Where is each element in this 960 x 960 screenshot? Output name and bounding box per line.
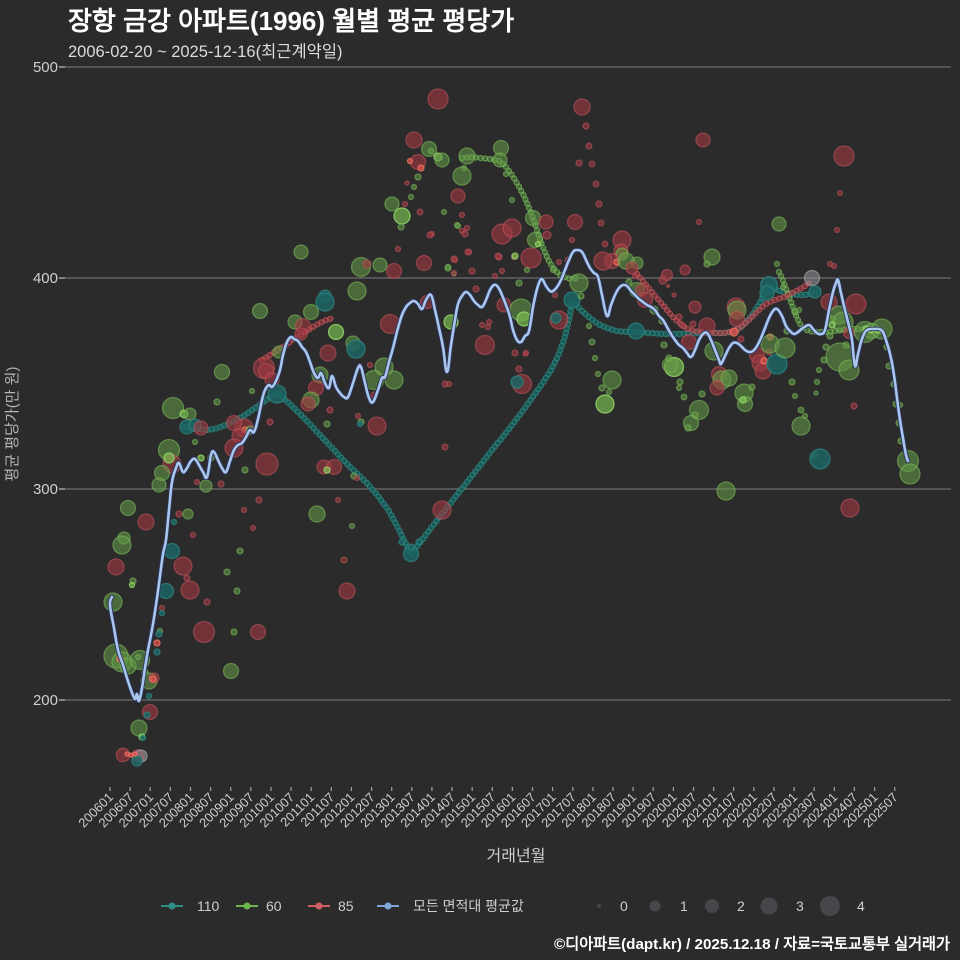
- svg-text:©디아파트(dapt.kr) / 2025.12.18 /: ©디아파트(dapt.kr) / 2025.12.18 / 자료=국토교통부 실…: [554, 936, 950, 953]
- svg-text:2: 2: [737, 898, 745, 914]
- svg-text:200: 200: [33, 692, 58, 709]
- svg-text:85: 85: [338, 898, 354, 914]
- svg-text:1: 1: [680, 898, 688, 914]
- svg-text:모든 면적대 평균값: 모든 면적대 평균값: [413, 898, 524, 914]
- svg-text:3: 3: [796, 898, 804, 914]
- svg-text:300: 300: [33, 481, 58, 498]
- svg-text:장항 금강 아파트(1996) 월별 평균 평당가: 장항 금강 아파트(1996) 월별 평균 평당가: [68, 6, 514, 36]
- svg-text:0: 0: [620, 898, 628, 914]
- svg-text:60: 60: [266, 898, 282, 914]
- svg-text:평균 평당가(만 원): 평균 평당가(만 원): [4, 367, 21, 482]
- svg-text:2006-02-20 ~ 2025-12-16(최근계약일): 2006-02-20 ~ 2025-12-16(최근계약일): [68, 42, 343, 61]
- svg-text:거래년월: 거래년월: [487, 847, 546, 865]
- svg-text:110: 110: [197, 898, 220, 914]
- svg-text:500: 500: [33, 59, 58, 76]
- svg-text:4: 4: [857, 898, 865, 914]
- svg-text:400: 400: [33, 270, 58, 287]
